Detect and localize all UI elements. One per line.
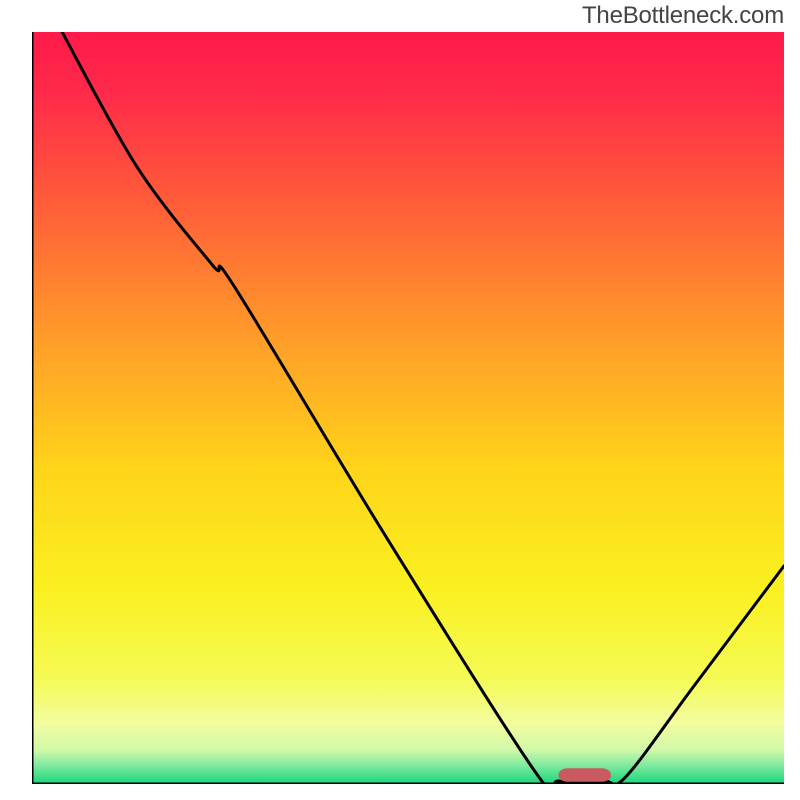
watermark-text: TheBottleneck.com [582,2,784,30]
bottleneck-chart [32,32,784,784]
optimal-marker [558,768,611,782]
chart-svg [32,32,784,784]
gradient-background [32,32,784,784]
